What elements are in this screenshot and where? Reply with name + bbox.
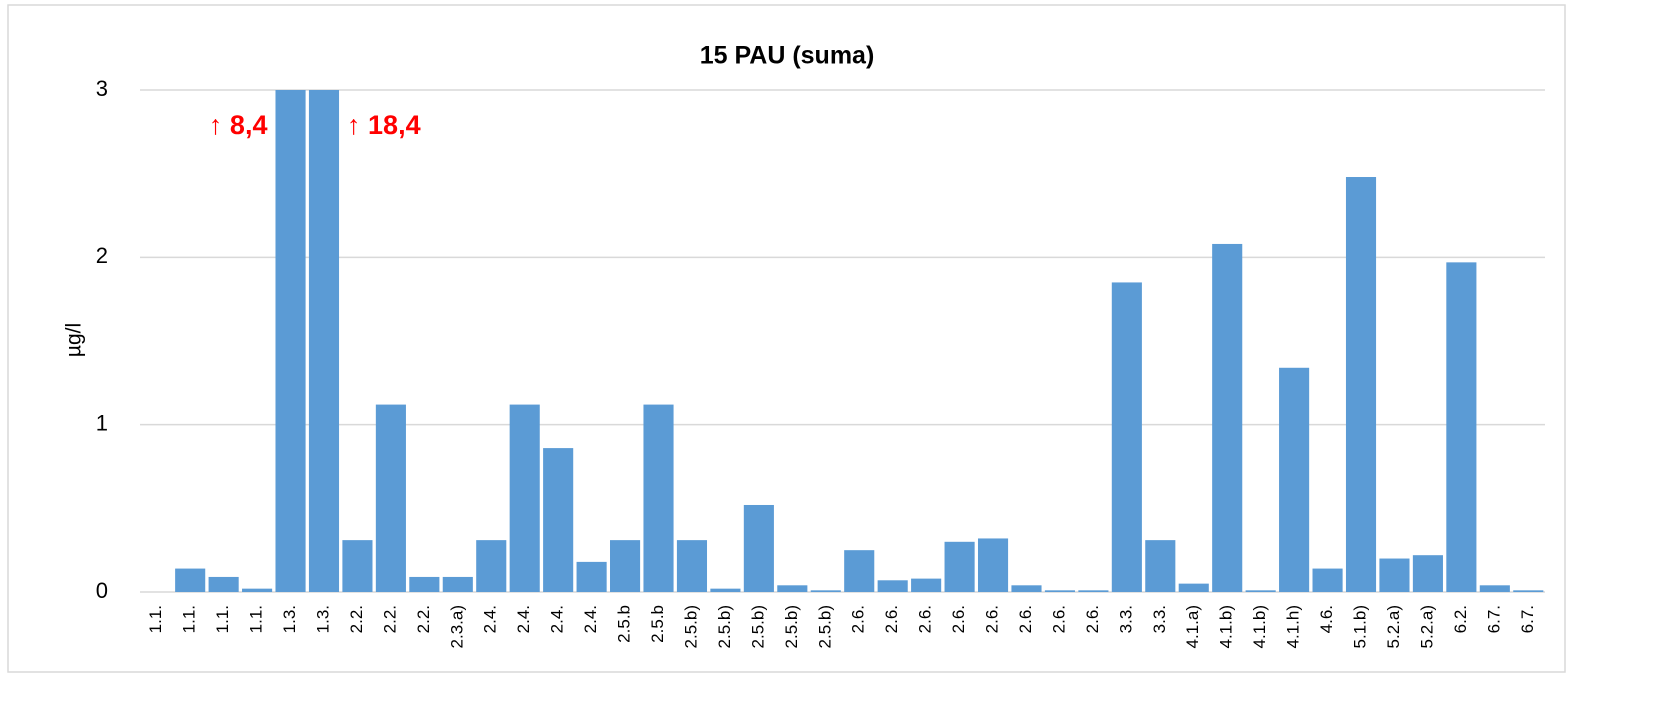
bar bbox=[308, 90, 340, 592]
bar bbox=[810, 590, 841, 592]
x-tick-label: 2.6. bbox=[849, 605, 868, 633]
value-label: ↑ 8,4 bbox=[209, 110, 268, 140]
bar bbox=[442, 576, 473, 592]
bar bbox=[643, 404, 674, 592]
x-tick-label: 2.6. bbox=[1083, 605, 1102, 633]
bar bbox=[1245, 590, 1276, 592]
x-tick-label: 2.6. bbox=[983, 605, 1002, 633]
x-tick-label: 2.4. bbox=[514, 605, 533, 633]
bar bbox=[777, 585, 808, 592]
grid bbox=[140, 89, 1545, 593]
bar bbox=[1212, 243, 1243, 593]
x-tick-label: 4.1.b) bbox=[1217, 605, 1236, 648]
x-tick-label: 4.1.a) bbox=[1183, 605, 1202, 648]
x-tick-label: 6.2. bbox=[1451, 605, 1470, 633]
x-tick-label: 4.1.b) bbox=[1250, 605, 1269, 648]
x-tick-label: 2.5.b) bbox=[815, 605, 834, 648]
x-tick-label: 1.1. bbox=[146, 605, 165, 633]
bar bbox=[342, 540, 373, 592]
bar bbox=[242, 588, 273, 592]
bar bbox=[1145, 540, 1176, 592]
bar bbox=[944, 541, 975, 592]
x-tick-label: 2.6. bbox=[949, 605, 968, 633]
x-tick-label: 5.2.a) bbox=[1384, 605, 1403, 648]
bar bbox=[543, 448, 574, 592]
bar bbox=[208, 576, 239, 592]
x-tick-label: 5.2.a) bbox=[1417, 605, 1436, 648]
x-tick-label: 2.2. bbox=[347, 605, 366, 633]
bar bbox=[476, 540, 507, 592]
x-tick-label: 4.1.h) bbox=[1284, 605, 1303, 648]
bar bbox=[275, 90, 306, 592]
x-tick-label: 3.3. bbox=[1150, 605, 1169, 633]
bar bbox=[1011, 585, 1042, 592]
bar bbox=[877, 580, 908, 592]
x-tick-label: 5.1.b) bbox=[1350, 605, 1369, 648]
bar bbox=[1078, 590, 1109, 592]
x-tick-label: 6.7. bbox=[1518, 605, 1537, 633]
x-tick-label: 2.5.b) bbox=[715, 605, 734, 648]
bar bbox=[1446, 262, 1477, 592]
chart-title: 15 PAU (suma) bbox=[700, 42, 875, 70]
x-tick-label: 2.5.b bbox=[648, 605, 667, 643]
bar bbox=[676, 540, 708, 592]
bar bbox=[576, 561, 607, 592]
bar bbox=[1513, 590, 1544, 592]
labels: 0 1 2 3 1.1. 1.1. 1.1. 1.1. 1.3. ↑ 8,4 1.3. ↑ 18,4 2… bbox=[96, 76, 1537, 649]
y-tick-label: 0 bbox=[96, 578, 108, 603]
x-tick-label: 2.6. bbox=[1049, 605, 1068, 633]
x-tick-label: 2.4. bbox=[548, 605, 567, 633]
bar bbox=[710, 588, 741, 592]
x-tick-label: 1.1. bbox=[180, 605, 199, 633]
bar bbox=[1312, 568, 1343, 592]
x-tick-label: 1.3. bbox=[280, 605, 299, 633]
x-tick-label: 2.2. bbox=[380, 605, 399, 633]
y-tick-label: 1 bbox=[96, 410, 108, 435]
x-tick-label: 2.5.b) bbox=[782, 605, 801, 648]
bars bbox=[175, 90, 1544, 593]
x-tick-label: 6.7. bbox=[1484, 605, 1503, 633]
x-tick-label: 2.6. bbox=[916, 605, 935, 633]
x-tick-label: 2.6. bbox=[882, 605, 901, 633]
x-tick-label: 2.4. bbox=[581, 605, 600, 633]
x-tick-label: 2.2. bbox=[414, 605, 433, 633]
x-tick-label: 2.4. bbox=[481, 605, 500, 633]
x-tick-label: 4.6. bbox=[1317, 605, 1336, 633]
bar bbox=[1345, 177, 1377, 592]
bar bbox=[977, 538, 1009, 592]
bar bbox=[1479, 585, 1510, 592]
bar bbox=[1412, 555, 1443, 592]
x-tick-label: 2.6. bbox=[1016, 605, 1035, 633]
bar bbox=[844, 550, 875, 592]
x-tick-label: 2.5.b) bbox=[681, 605, 700, 648]
bar bbox=[911, 578, 942, 592]
bar bbox=[610, 540, 641, 592]
bar bbox=[175, 568, 206, 592]
bar bbox=[509, 404, 540, 592]
bar bbox=[1379, 558, 1410, 592]
bar bbox=[375, 404, 406, 592]
bar bbox=[1279, 367, 1310, 592]
x-tick-label: 1.3. bbox=[313, 605, 332, 633]
bar bbox=[1111, 282, 1142, 592]
value-label: ↑ 18,4 bbox=[347, 110, 421, 140]
y-axis-label: µg/l bbox=[63, 323, 86, 357]
x-tick-label: 2.5.b) bbox=[748, 605, 767, 648]
x-tick-label: 2.5.b bbox=[615, 605, 634, 643]
x-tick-label: 3.3. bbox=[1116, 605, 1135, 633]
y-tick-label: 2 bbox=[96, 243, 108, 268]
x-tick-label: 2.3.a) bbox=[447, 605, 466, 648]
bar bbox=[1178, 583, 1209, 592]
bar bbox=[743, 504, 774, 592]
y-tick-label: 3 bbox=[96, 76, 108, 101]
bar bbox=[409, 576, 440, 592]
bar bbox=[1044, 590, 1075, 592]
x-tick-label: 1.1. bbox=[213, 605, 232, 633]
x-tick-label: 1.1. bbox=[247, 605, 266, 633]
